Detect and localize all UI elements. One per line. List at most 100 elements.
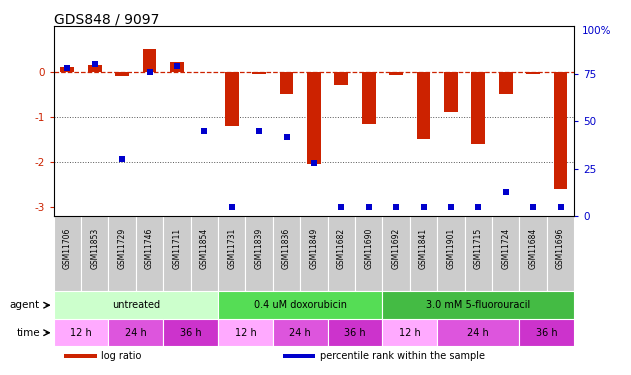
- Point: [172, 63, 182, 69]
- Bar: [225, 72, 239, 126]
- Text: GSM11711: GSM11711: [172, 228, 182, 269]
- Text: 36 h: 36 h: [344, 328, 366, 338]
- Point: [418, 204, 428, 210]
- Text: GSM11724: GSM11724: [501, 228, 510, 269]
- Point: [555, 204, 565, 210]
- Bar: [307, 72, 321, 164]
- Text: 24 h: 24 h: [468, 328, 489, 338]
- Bar: [547, 216, 574, 291]
- Bar: [245, 216, 273, 291]
- Bar: [54, 291, 218, 319]
- Bar: [334, 72, 348, 85]
- Text: GSM11836: GSM11836: [282, 228, 291, 269]
- Bar: [218, 291, 382, 319]
- Bar: [300, 216, 327, 291]
- Point: [117, 156, 127, 162]
- Text: GSM11690: GSM11690: [364, 228, 373, 269]
- Text: time: time: [16, 328, 40, 338]
- Bar: [64, 354, 97, 358]
- Text: untreated: untreated: [112, 300, 160, 310]
- Text: GSM11746: GSM11746: [145, 228, 154, 269]
- Text: agent: agent: [10, 300, 40, 310]
- Bar: [355, 216, 382, 291]
- Point: [391, 204, 401, 210]
- Text: 36 h: 36 h: [536, 328, 558, 338]
- Bar: [327, 319, 382, 346]
- Point: [309, 160, 319, 166]
- Text: GSM11731: GSM11731: [227, 228, 236, 269]
- Bar: [115, 72, 129, 76]
- Text: 24 h: 24 h: [125, 328, 146, 338]
- Point: [199, 128, 209, 134]
- Point: [528, 204, 538, 210]
- Text: GSM11854: GSM11854: [200, 228, 209, 269]
- Text: GSM11715: GSM11715: [474, 228, 483, 269]
- Point: [254, 128, 264, 134]
- Bar: [410, 216, 437, 291]
- Text: 36 h: 36 h: [180, 328, 201, 338]
- Bar: [170, 63, 184, 72]
- Text: log ratio: log ratio: [101, 351, 141, 361]
- Text: GSM11849: GSM11849: [309, 228, 319, 269]
- Bar: [437, 216, 464, 291]
- Text: 0.4 uM doxorubicin: 0.4 uM doxorubicin: [254, 300, 346, 310]
- Text: percentile rank within the sample: percentile rank within the sample: [320, 351, 485, 361]
- Text: GSM11853: GSM11853: [90, 228, 99, 269]
- Bar: [218, 319, 273, 346]
- Bar: [54, 319, 109, 346]
- Bar: [526, 72, 540, 74]
- Point: [336, 204, 346, 210]
- Bar: [273, 216, 300, 291]
- Text: GSM11706: GSM11706: [63, 228, 72, 269]
- Bar: [109, 216, 136, 291]
- Text: 24 h: 24 h: [290, 328, 311, 338]
- Text: GSM11682: GSM11682: [337, 228, 346, 269]
- Bar: [464, 216, 492, 291]
- Text: GSM11729: GSM11729: [117, 228, 127, 269]
- Bar: [88, 65, 102, 72]
- Bar: [283, 354, 316, 358]
- Bar: [280, 72, 293, 94]
- Bar: [553, 72, 567, 189]
- Bar: [389, 72, 403, 75]
- Bar: [519, 319, 574, 346]
- Point: [446, 204, 456, 210]
- Point: [500, 189, 510, 195]
- Bar: [327, 216, 355, 291]
- Bar: [492, 216, 519, 291]
- Bar: [218, 216, 245, 291]
- Bar: [416, 72, 430, 140]
- Text: GSM11696: GSM11696: [556, 228, 565, 269]
- Bar: [163, 216, 191, 291]
- Bar: [499, 72, 512, 94]
- Text: 12 h: 12 h: [70, 328, 92, 338]
- Text: GDS848 / 9097: GDS848 / 9097: [54, 12, 159, 26]
- Bar: [54, 216, 81, 291]
- Bar: [81, 216, 109, 291]
- Bar: [471, 72, 485, 144]
- Bar: [444, 72, 457, 112]
- Bar: [109, 319, 163, 346]
- Point: [281, 134, 292, 140]
- Point: [473, 204, 483, 210]
- Point: [227, 204, 237, 210]
- Point: [144, 69, 155, 75]
- Text: 12 h: 12 h: [235, 328, 256, 338]
- Text: GSM11692: GSM11692: [392, 228, 401, 269]
- Bar: [437, 319, 519, 346]
- Bar: [382, 291, 574, 319]
- Bar: [273, 319, 327, 346]
- Text: 3.0 mM 5-fluorouracil: 3.0 mM 5-fluorouracil: [426, 300, 531, 310]
- Bar: [163, 319, 218, 346]
- Bar: [143, 49, 156, 72]
- Bar: [519, 216, 547, 291]
- Bar: [136, 216, 163, 291]
- Text: 100%: 100%: [582, 26, 611, 36]
- Bar: [252, 72, 266, 74]
- Bar: [61, 67, 74, 72]
- Bar: [382, 319, 437, 346]
- Bar: [382, 216, 410, 291]
- Bar: [362, 72, 375, 124]
- Text: GSM11901: GSM11901: [446, 228, 456, 269]
- Point: [363, 204, 374, 210]
